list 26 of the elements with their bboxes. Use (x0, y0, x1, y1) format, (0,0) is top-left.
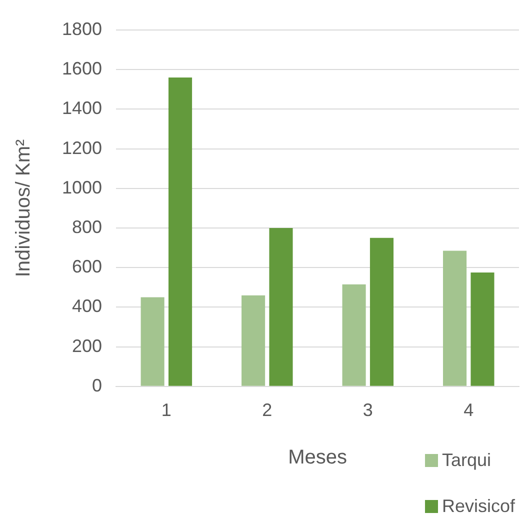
y-tick-label: 200 (72, 336, 102, 356)
bar (140, 297, 164, 386)
legend-label: Tarqui (442, 450, 491, 470)
x-tick-label: 4 (464, 400, 474, 420)
x-tick-label: 1 (161, 400, 172, 420)
y-axis-title: Individuos/ Km² (12, 138, 35, 278)
y-tick-label: 1000 (62, 177, 102, 198)
bar (168, 78, 192, 386)
y-tick-label: 600 (72, 256, 102, 277)
bar (470, 272, 494, 386)
y-tick-label: 1400 (62, 98, 102, 118)
y-tick-label: 1800 (62, 18, 102, 39)
legend-label: Revisicof (442, 496, 515, 516)
bar (242, 295, 266, 386)
bar (342, 284, 366, 386)
bar (269, 228, 293, 386)
y-tick-label: 1200 (62, 138, 102, 158)
bar (370, 238, 394, 386)
y-tick-label: 400 (72, 296, 102, 316)
bar (443, 250, 467, 386)
y-tick-label: 1600 (62, 58, 102, 79)
y-tick-label: 800 (72, 216, 102, 237)
x-tick-label: 3 (362, 400, 373, 420)
x-axis-title: Meses (288, 446, 347, 469)
y-tick-label: 0 (92, 375, 102, 396)
x-tick-label: 2 (262, 400, 272, 420)
